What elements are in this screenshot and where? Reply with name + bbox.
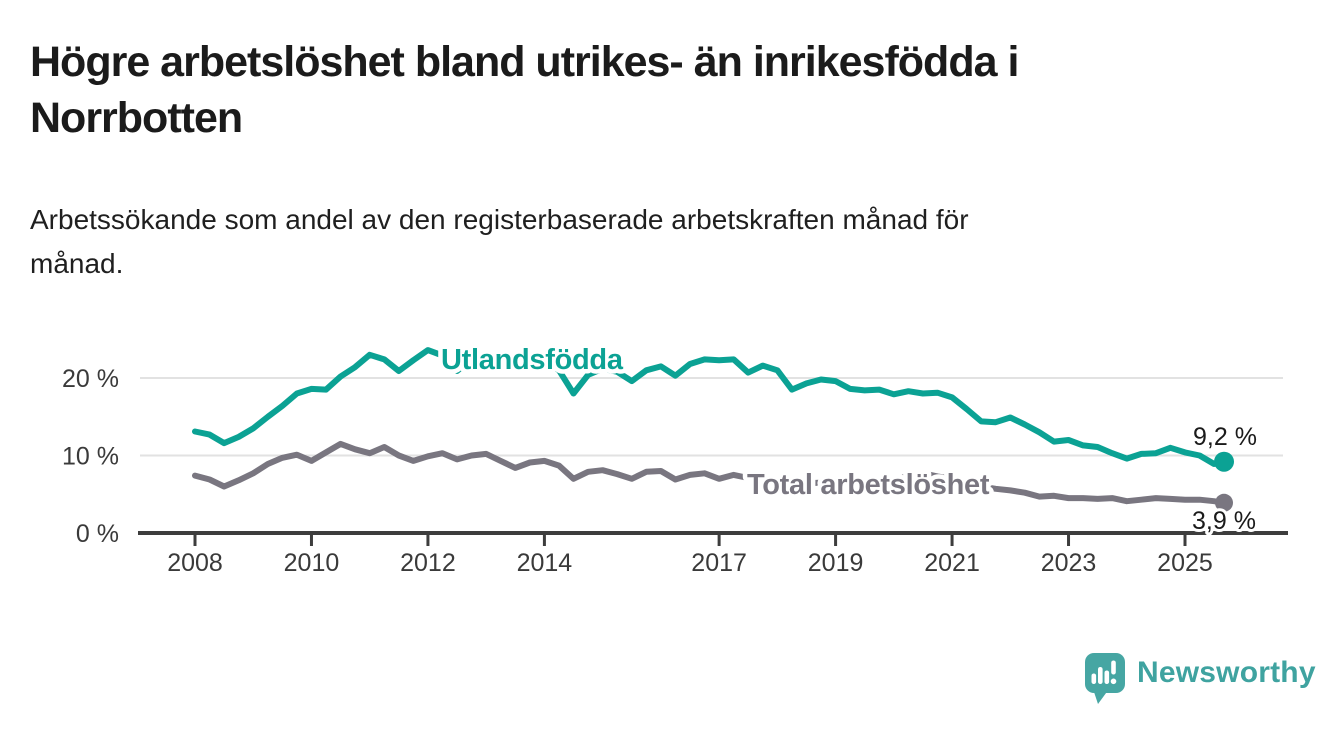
chart-subtitle-line-2: månad. — [30, 248, 124, 279]
x-tick-label-2019: 2019 — [808, 549, 864, 577]
newsworthy-brand-link[interactable]: Newsworthy — [1084, 652, 1316, 706]
newsworthy-wordmark: Newsworthy — [1137, 656, 1316, 689]
x-tick-label-2012: 2012 — [400, 549, 456, 577]
chart-subtitle-line-1: Arbetssökande som andel av den registerb… — [30, 204, 969, 235]
end-value-label-utlandsf-dda: 9,2 % — [1193, 423, 1257, 451]
exclamation-glyph — [1110, 660, 1117, 685]
y-tick-label-0-pct: 0 % — [76, 520, 119, 548]
chart-subtitle: Arbetssökande som andel av den registerb… — [30, 198, 969, 286]
bar-chart-glyph — [1091, 667, 1110, 684]
page-title-line-1: Högre arbetslöshet bland utrikes- än inr… — [30, 38, 1019, 86]
end-dot-utlandsf-dda — [1214, 451, 1235, 472]
y-tick-label-20-pct: 20 % — [62, 365, 119, 393]
newsworthy-logo-icon — [1085, 653, 1125, 704]
page-title-line-2: Norrbotten — [30, 94, 243, 142]
x-tick-label-2014: 2014 — [517, 549, 573, 577]
x-tick-label-2025: 2025 — [1157, 549, 1213, 577]
y-tick-label-10-pct: 10 % — [62, 443, 119, 471]
chart-line-utlandsf-dda — [192, 347, 1227, 467]
x-tick-label-2008: 2008 — [167, 549, 223, 577]
end-value-label-total-arbetsl-shet: 3,9 % — [1192, 507, 1256, 535]
series-label-total-arbetsl-shet: Total arbetslöshet — [747, 469, 990, 501]
page-title: Högre arbetslöshet bland utrikes- än inr… — [30, 34, 1019, 146]
x-tick-label-2023: 2023 — [1041, 549, 1097, 577]
x-tick-label-2021: 2021 — [924, 549, 980, 577]
end-dot-total-arbetsl-shet — [1215, 493, 1234, 512]
unemployment-line-chart: 2008 2010 2012 2014 2017 2019 2021 2023 2025 0 % 1… — [62, 340, 1288, 577]
x-tick-label-2010: 2010 — [284, 549, 340, 577]
series-label-utlandsf-dda: Utlandsfödda — [441, 344, 624, 376]
x-tick-label-2017: 2017 — [691, 549, 747, 577]
chart-line-total-arbetsl-shet — [192, 440, 1227, 506]
